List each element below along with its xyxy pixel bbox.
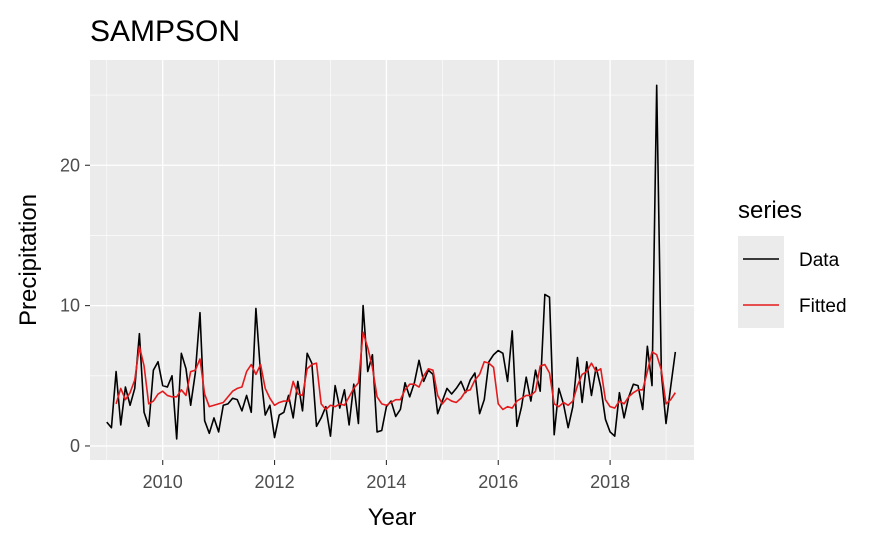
legend-label-fitted: Fitted <box>799 296 847 317</box>
x-axis-title: Year <box>368 504 417 531</box>
x-tick-label: 2012 <box>255 472 295 492</box>
series-line-fitted <box>115 331 677 411</box>
plot-panel <box>90 60 694 460</box>
x-tick-label: 2018 <box>590 472 630 492</box>
series-layer <box>106 84 677 440</box>
y-axis-title: Precipitation <box>15 194 42 326</box>
series-line-data <box>106 84 677 440</box>
x-tick-label: 2014 <box>366 472 406 492</box>
x-tick-label: 2016 <box>478 472 518 492</box>
chart-title: SAMPSON <box>90 15 240 48</box>
x-axis-ticks: 2010 2012 2014 2016 2018 <box>143 460 630 492</box>
legend: series Data Fitted <box>738 197 847 328</box>
grid-lines <box>90 60 694 460</box>
y-axis-ticks: 0 10 20 <box>60 155 90 456</box>
legend-title: series <box>738 197 802 224</box>
x-tick-label: 2010 <box>143 472 183 492</box>
y-tick-label: 0 <box>70 436 80 456</box>
y-tick-label: 10 <box>60 296 80 316</box>
y-tick-label: 20 <box>60 155 80 175</box>
legend-label-data: Data <box>799 250 840 271</box>
legend-key-background <box>738 236 784 328</box>
